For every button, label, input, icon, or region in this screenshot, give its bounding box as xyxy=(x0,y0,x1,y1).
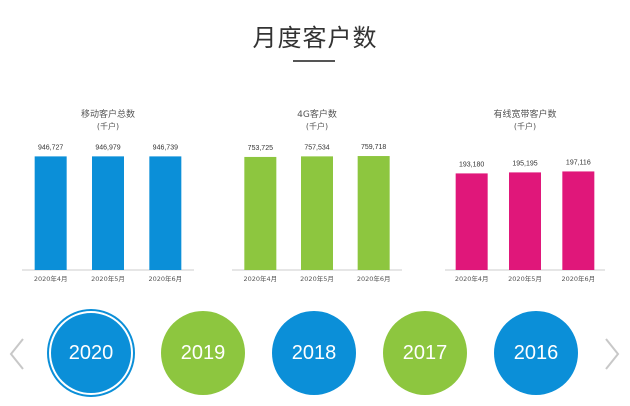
chevron-right-icon xyxy=(605,338,620,370)
x-tick-label: 2020年6月 xyxy=(357,274,391,283)
bar-value-label: 946,979 xyxy=(95,144,120,151)
bar xyxy=(92,156,124,270)
x-tick-label: 2020年4月 xyxy=(34,274,68,283)
prev-arrow-button[interactable] xyxy=(8,337,26,371)
next-arrow-button[interactable] xyxy=(603,337,621,371)
bar xyxy=(509,172,541,270)
bar-value-label: 757,534 xyxy=(304,144,329,151)
x-tick-label: 2020年5月 xyxy=(91,274,125,283)
chart-title: 4G客户数 xyxy=(297,108,337,120)
bar xyxy=(244,156,277,270)
bar-value-label: 759,718 xyxy=(361,144,386,151)
bar-value-label: 946,739 xyxy=(153,144,178,151)
year-selector: 2020 2019 2018 2017 2016 xyxy=(0,300,630,406)
bar-charts: 移动客户总数(千户)946,7272020年4月946,9792020年5月94… xyxy=(22,108,605,283)
year-2020-button[interactable]: 2020 xyxy=(49,311,133,395)
x-tick-label: 2020年5月 xyxy=(508,274,542,283)
chevron-left-icon xyxy=(9,338,24,370)
x-tick-label: 2020年6月 xyxy=(561,274,595,283)
chart-title: 移动客户总数 xyxy=(81,108,135,120)
year-2018-button[interactable]: 2018 xyxy=(272,311,356,395)
chart-title: 有线宽带客户数 xyxy=(493,108,556,120)
page-title: 月度客户数 xyxy=(252,24,378,52)
x-tick-label: 2020年5月 xyxy=(300,274,334,283)
bar-value-label: 946,727 xyxy=(38,144,63,151)
year-2016-button[interactable]: 2016 xyxy=(494,311,578,395)
bar xyxy=(34,156,67,270)
bar xyxy=(455,173,488,270)
bar xyxy=(562,171,595,270)
bar-value-label: 197,116 xyxy=(566,159,591,166)
chart-unit: (千户) xyxy=(306,121,328,131)
bar xyxy=(149,156,182,270)
bar xyxy=(301,156,333,270)
title-divider xyxy=(293,60,335,62)
bar-value-label: 193,180 xyxy=(459,161,484,168)
chart-unit: (千户) xyxy=(514,121,536,131)
bar-value-label: 195,195 xyxy=(512,160,537,167)
x-tick-label: 2020年4月 xyxy=(243,274,277,283)
chart-unit: (千户) xyxy=(97,121,119,131)
bar-value-label: 753,725 xyxy=(248,145,273,152)
x-tick-label: 2020年4月 xyxy=(455,274,489,283)
year-2017-button[interactable]: 2017 xyxy=(383,311,467,395)
x-tick-label: 2020年6月 xyxy=(148,274,182,283)
bar xyxy=(357,156,390,270)
year-2019-button[interactable]: 2019 xyxy=(161,311,245,395)
